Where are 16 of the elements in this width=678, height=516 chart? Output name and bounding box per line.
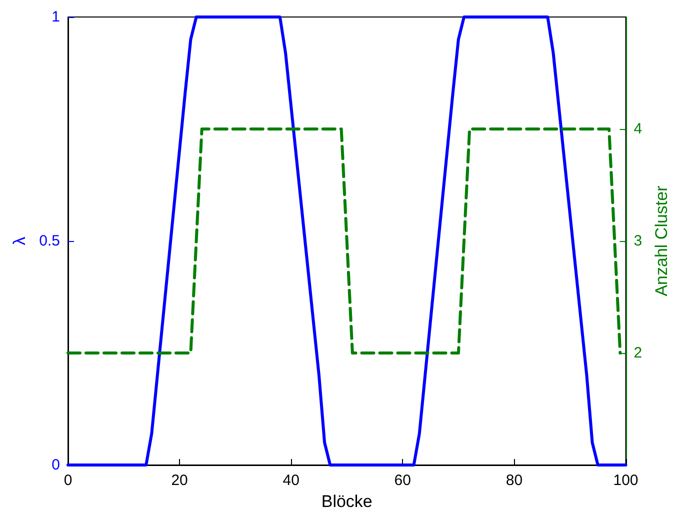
- x-tick-label: 100: [613, 472, 638, 489]
- y2-axis-title: Anzahl Cluster: [652, 185, 671, 296]
- y-tick-label: 1: [52, 8, 60, 26]
- y2-tick-label: 2: [634, 344, 642, 362]
- x-tick-label: 0: [64, 472, 72, 489]
- x-tick-label: 40: [282, 472, 300, 489]
- x-axis-title: Blöcke: [321, 492, 372, 511]
- line-series: [66, 16, 628, 466]
- x-tick-label: 20: [171, 472, 188, 489]
- y-tick-label: 0.5: [39, 232, 60, 250]
- y2-tick-label: 4: [634, 120, 642, 138]
- y-tick-label: 0: [52, 456, 60, 474]
- y-axis-title: λ: [10, 236, 30, 246]
- x-tick-label: 80: [506, 472, 523, 489]
- x-tick-label: 60: [394, 472, 411, 489]
- y2-tick-label: 3: [634, 232, 642, 250]
